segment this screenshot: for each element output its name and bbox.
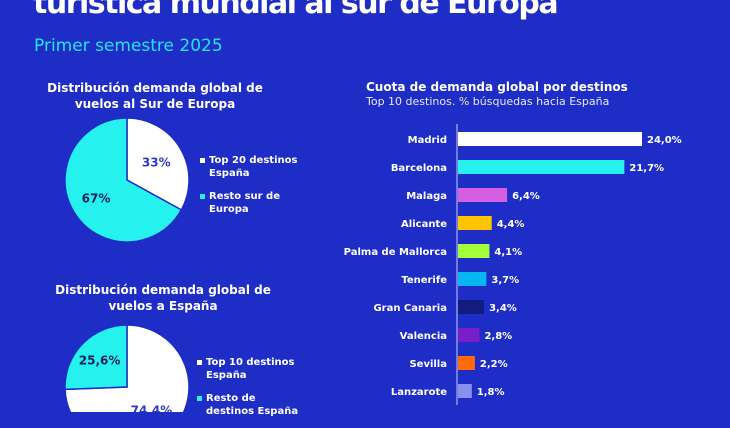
legend-item: Resto sur de Europa [200, 190, 319, 216]
pie-slice-label: 67% [82, 191, 111, 205]
bar-category-label: Tenerife [401, 275, 447, 286]
bar-category-label: Barcelona [391, 163, 447, 174]
legend-label: Resto de [206, 393, 256, 404]
bar-category-label: Malaga [406, 191, 447, 202]
pie-slice-label: 33% [142, 156, 171, 170]
bar [458, 384, 472, 398]
bar [458, 272, 487, 286]
pie1-title-line: Distribución demanda global de [47, 81, 263, 95]
pie2-title: Distribución demanda global de vuelos a … [13, 282, 313, 314]
bar [458, 328, 480, 342]
bar [458, 356, 475, 370]
pie2-title-line: Distribución demanda global de [55, 283, 271, 297]
bar-value-label: 3,4% [489, 303, 517, 314]
bar-value-label: 2,8% [484, 331, 512, 342]
pie-slice [64, 117, 183, 243]
bar-category-label: Sevilla [409, 359, 447, 370]
bar-value-label: 4,1% [494, 247, 522, 258]
legend-swatch [200, 194, 205, 199]
bar-value-label: 24,0% [647, 135, 682, 146]
pie1-title: Distribución demanda global de vuelos al… [5, 80, 305, 112]
legend-item: Top 20 destinos España [200, 154, 319, 180]
legend-label: España [206, 370, 247, 381]
bar [458, 188, 508, 202]
bar [458, 300, 485, 314]
charts-canvas: 33% 67% 74,4% 25,6% Madrid 24,0% Barcelona 21,7… [64, 117, 682, 412]
legend-item: Top 10 destinos España [197, 356, 316, 382]
legend-label: Europa [209, 204, 249, 215]
pie-slice-label: 74,4% [131, 404, 173, 412]
pie-slice-label: 25,6% [79, 354, 121, 368]
pie-slice [64, 324, 128, 391]
bar [458, 132, 642, 146]
legend-label: Top 20 destinos [209, 155, 298, 166]
legend-label: Top 10 destinos [206, 357, 295, 368]
bar-value-label: 4,4% [497, 219, 525, 230]
legend-swatch [197, 360, 202, 365]
legend-swatch [200, 158, 205, 163]
bar-category-label: Palma de Mallorca [344, 247, 447, 258]
bar-value-label: 2,2% [480, 359, 508, 370]
bar-chart-subtitle: Top 10 destinos. % búsquedas hacia Españ… [366, 95, 610, 108]
page-title: turística mundial al sur de Europa [33, 0, 559, 21]
bar [458, 244, 490, 258]
legend-label: Resto sur de [209, 191, 280, 202]
pie-slice [126, 117, 190, 211]
bar-chart-title: Cuota de demanda global por destinos [366, 80, 628, 94]
bar-value-label: 3,7% [491, 275, 519, 286]
bar [458, 216, 492, 230]
bar-value-label: 6,4% [512, 191, 540, 202]
pie2-title-line: vuelos a España [108, 299, 218, 313]
bar-value-label: 21,7% [629, 163, 664, 174]
bar-value-label: 1,8% [477, 387, 505, 398]
bar-category-label: Gran Canaria [373, 303, 447, 314]
bar-category-label: Alicante [401, 219, 447, 230]
bar [458, 160, 625, 174]
page-subtitle: Primer semestre 2025 [34, 36, 223, 56]
legend-swatch [197, 396, 202, 401]
bar-category-label: Valencia [400, 331, 447, 342]
bar-category-label: Madrid [408, 135, 447, 146]
legend-label: España [209, 168, 250, 179]
bar-category-label: Lanzarote [391, 387, 447, 398]
pie1-title-line: vuelos al Sur de Europa [74, 97, 236, 111]
pie1-legend: Top 20 destinos España Resto sur de Euro… [200, 154, 319, 226]
